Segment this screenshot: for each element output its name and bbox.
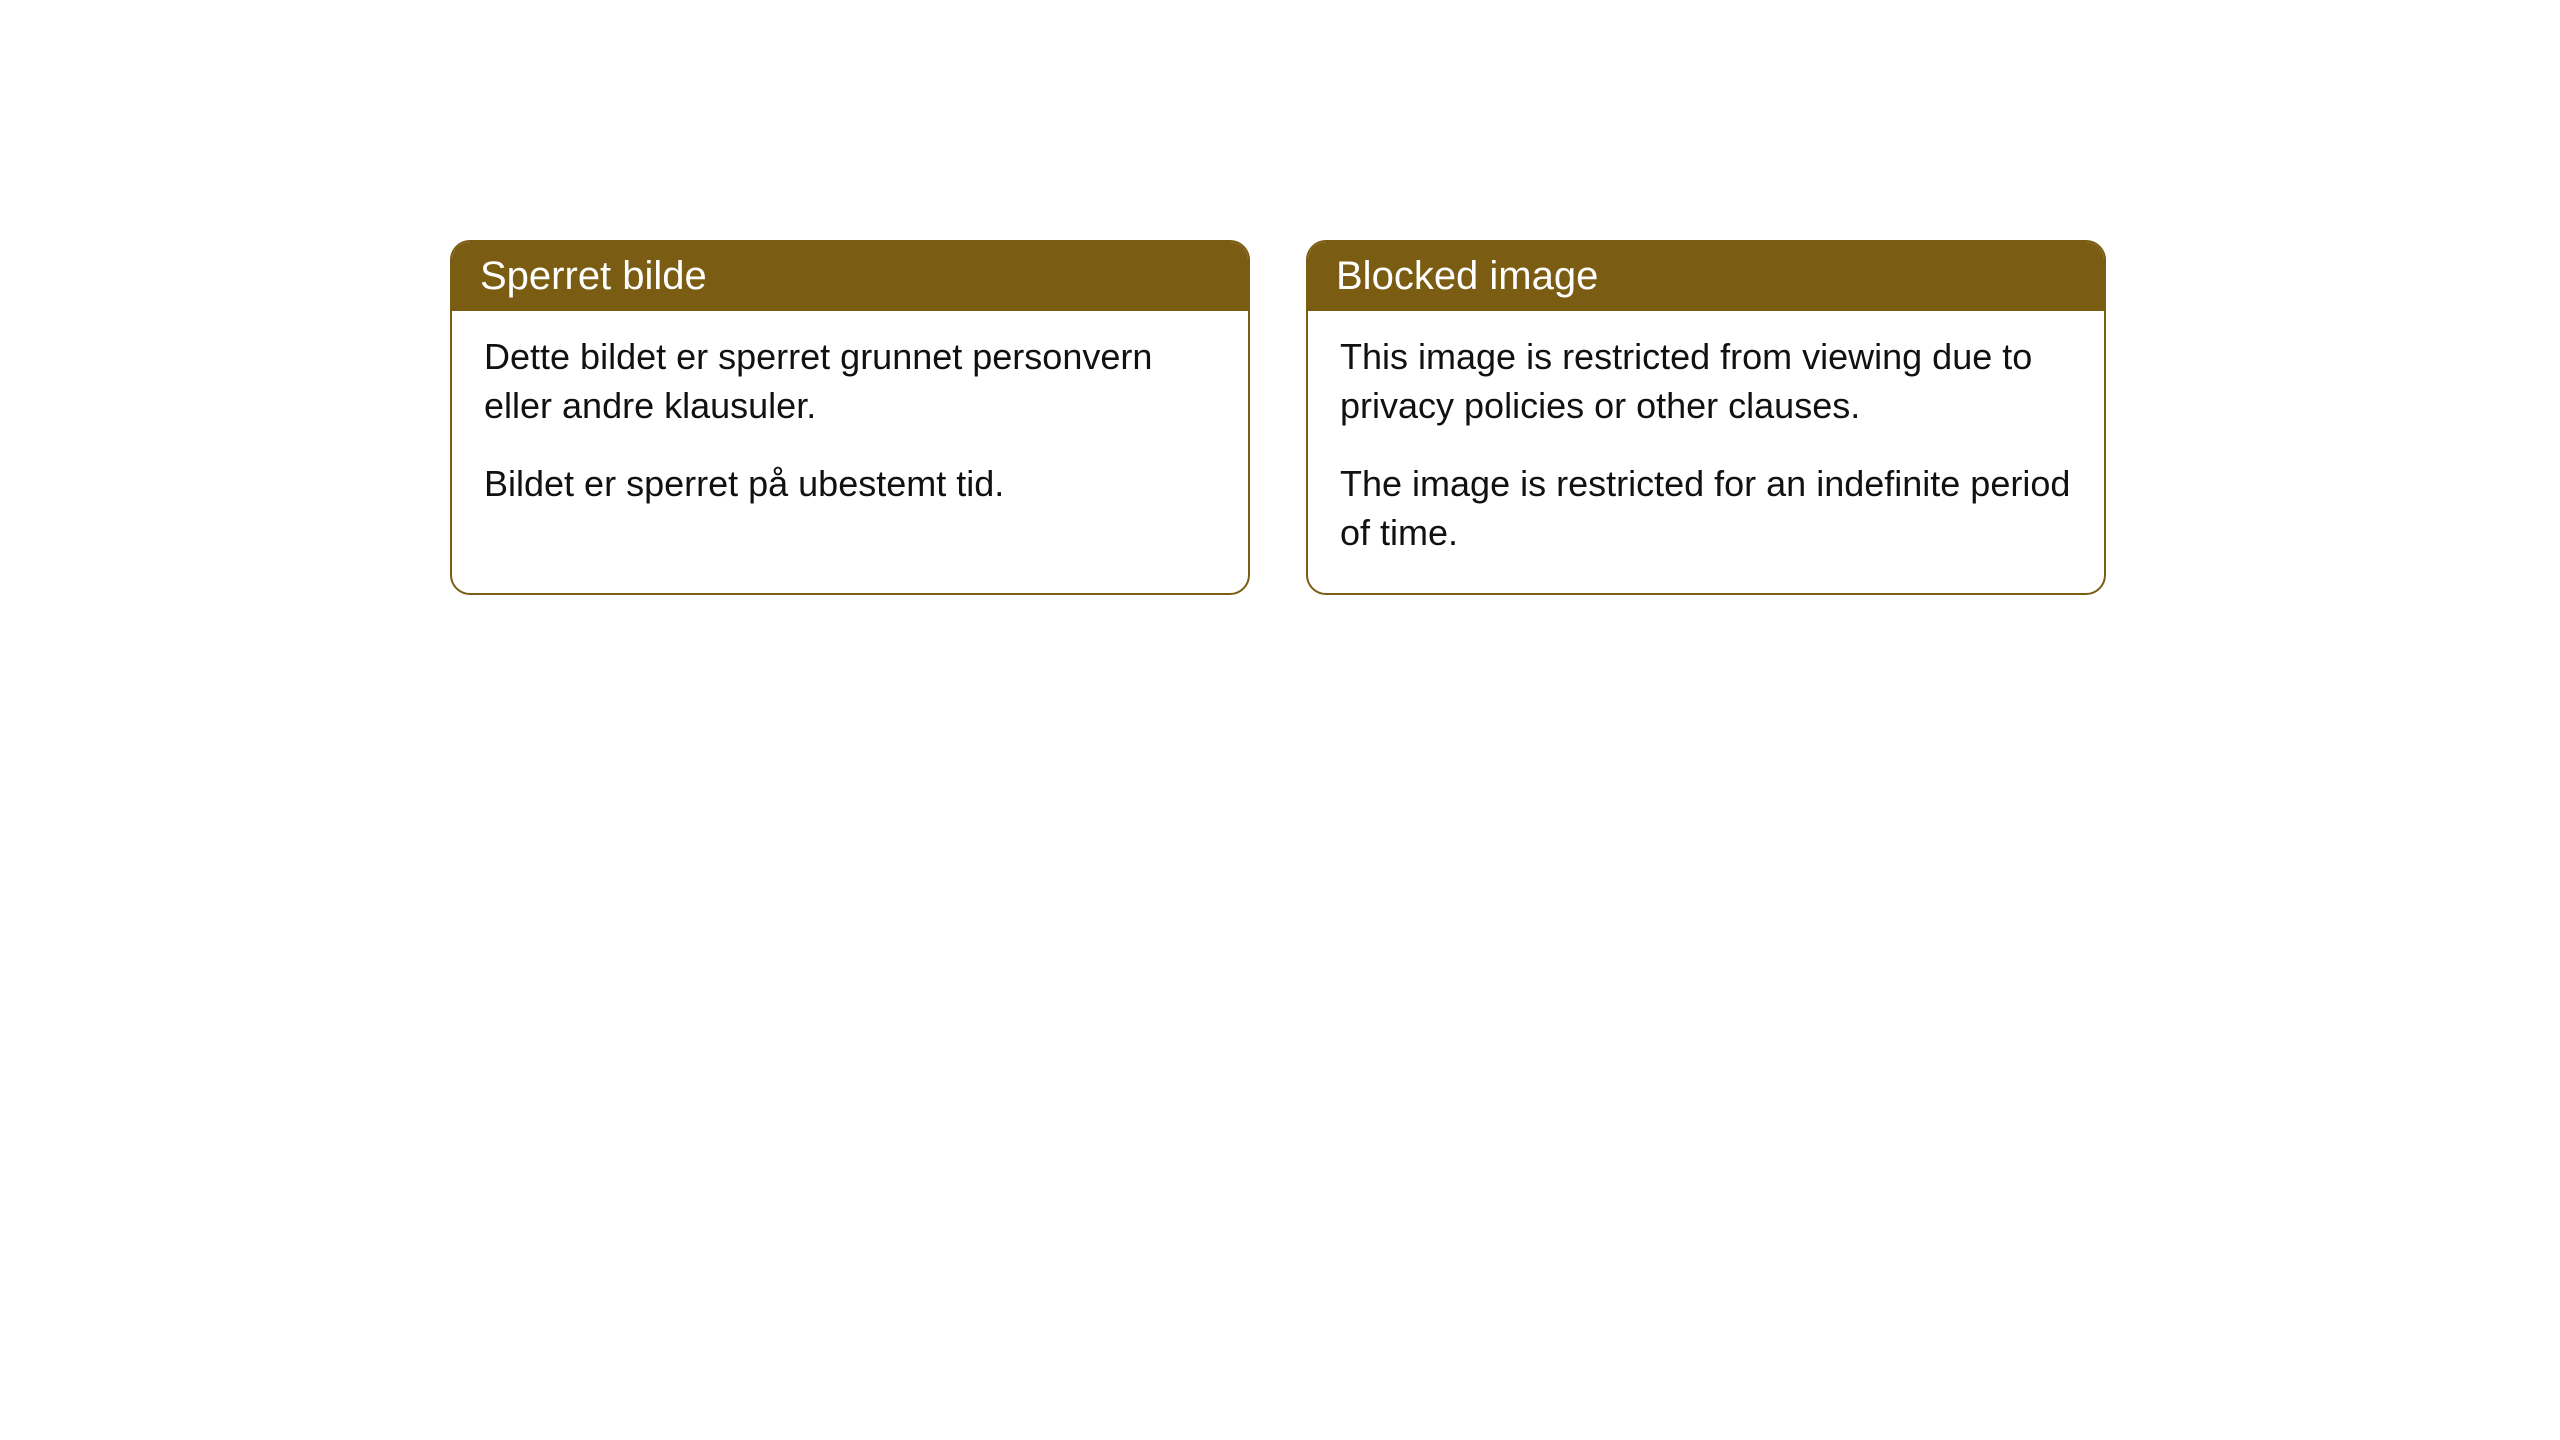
card-body-en: This image is restricted from viewing du…	[1308, 311, 2104, 593]
card-paragraph-no-1: Dette bildet er sperret grunnet personve…	[484, 333, 1216, 430]
card-body-no: Dette bildet er sperret grunnet personve…	[452, 311, 1248, 545]
card-paragraph-en-2: The image is restricted for an indefinit…	[1340, 460, 2072, 557]
card-title-no: Sperret bilde	[480, 254, 707, 298]
card-header-en: Blocked image	[1308, 242, 2104, 311]
card-paragraph-en-1: This image is restricted from viewing du…	[1340, 333, 2072, 430]
blocked-image-card-en: Blocked image This image is restricted f…	[1306, 240, 2106, 595]
blocked-image-card-no: Sperret bilde Dette bildet er sperret gr…	[450, 240, 1250, 595]
card-header-no: Sperret bilde	[452, 242, 1248, 311]
card-title-en: Blocked image	[1336, 254, 1598, 298]
notice-container: Sperret bilde Dette bildet er sperret gr…	[0, 0, 2560, 595]
card-paragraph-no-2: Bildet er sperret på ubestemt tid.	[484, 460, 1216, 509]
